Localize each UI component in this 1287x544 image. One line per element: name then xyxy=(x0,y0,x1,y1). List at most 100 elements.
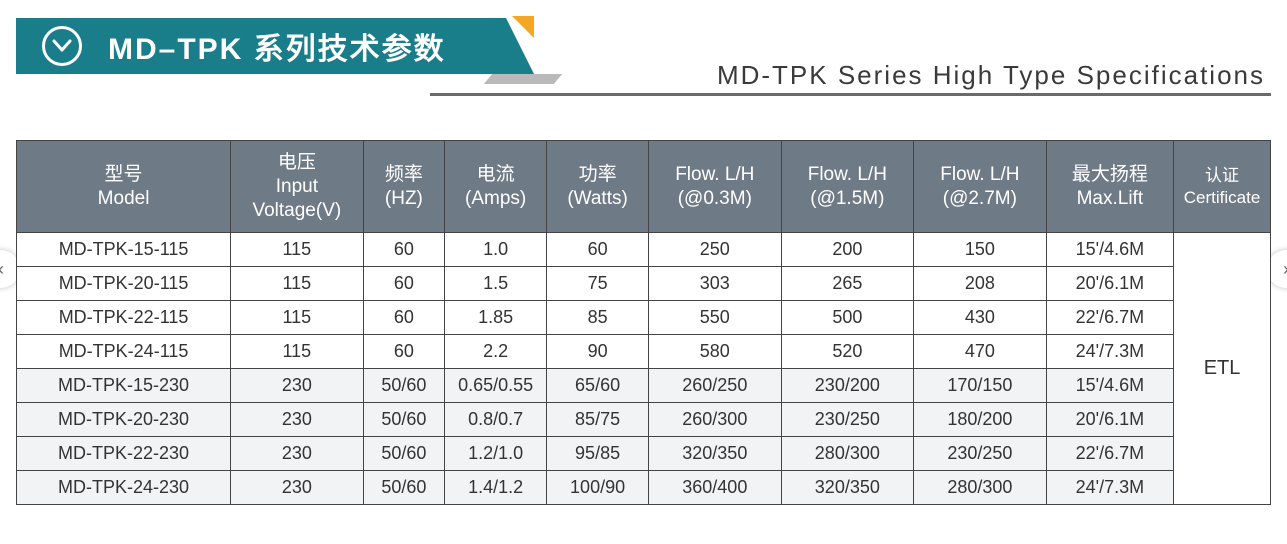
cell-f27: 208 xyxy=(914,267,1047,301)
chevron-right-icon: › xyxy=(1283,259,1287,280)
cell-voltage: 230 xyxy=(231,369,364,403)
col-header-cn: Flow. L/H xyxy=(786,163,910,187)
cell-amps: 1.0 xyxy=(445,233,547,267)
col-header-f15: Flow. L/H(@1.5M) xyxy=(781,141,914,233)
cell-model: MD-TPK-22-230 xyxy=(17,437,231,471)
cell-amps: 1.4/1.2 xyxy=(445,471,547,505)
col-header-model: 型号Model xyxy=(17,141,231,233)
col-header-en: (Watts) xyxy=(551,187,644,211)
chevron-down-circle-icon xyxy=(42,26,82,66)
cell-f03: 550 xyxy=(649,301,782,335)
col-header-lift: 最大扬程Max.Lift xyxy=(1046,141,1173,233)
table-row: MD-TPK-20-115115601.57530326520820'/6.1M xyxy=(17,267,1271,301)
cell-f27: 230/250 xyxy=(914,437,1047,471)
banner-subtitle-bar: MD-TPK Series High Type Specifications xyxy=(430,48,1271,96)
cell-model: MD-TPK-24-230 xyxy=(17,471,231,505)
cell-f27: 280/300 xyxy=(914,471,1047,505)
cell-f03: 320/350 xyxy=(649,437,782,471)
chevron-left-icon: ‹ xyxy=(0,259,4,280)
col-header-cert: 认证Certificate xyxy=(1174,141,1271,233)
cell-f15: 280/300 xyxy=(781,437,914,471)
cell-lift: 15'/4.6M xyxy=(1046,233,1173,267)
header-banner: MD–TPK 系列技术参数 MD-TPK Series High Type Sp… xyxy=(0,0,1287,96)
cell-amps: 0.65/0.55 xyxy=(445,369,547,403)
cell-model: MD-TPK-22-115 xyxy=(17,301,231,335)
cell-lift: 22'/6.7M xyxy=(1046,437,1173,471)
cell-f27: 180/200 xyxy=(914,403,1047,437)
accent-triangle xyxy=(512,16,534,38)
cell-amps: 0.8/0.7 xyxy=(445,403,547,437)
cell-hz: 60 xyxy=(363,335,445,369)
col-header-cn: 型号 xyxy=(21,163,226,187)
cell-f15: 500 xyxy=(781,301,914,335)
cell-lift: 22'/6.7M xyxy=(1046,301,1173,335)
col-header-cn: Flow. L/H xyxy=(918,163,1042,187)
cell-watts: 85 xyxy=(547,301,649,335)
col-header-en: Certificate xyxy=(1178,187,1266,208)
table-header: 型号Model电压Input Voltage(V)频率(HZ)电流(Amps)功… xyxy=(17,141,1271,233)
cell-lift: 20'/6.1M xyxy=(1046,403,1173,437)
table-row: MD-TPK-22-23023050/601.2/1.095/85320/350… xyxy=(17,437,1271,471)
cell-f03: 250 xyxy=(649,233,782,267)
cell-hz: 50/60 xyxy=(363,437,445,471)
cell-hz: 50/60 xyxy=(363,369,445,403)
table-row: MD-TPK-20-23023050/600.8/0.785/75260/300… xyxy=(17,403,1271,437)
col-header-en: (@0.3M) xyxy=(653,187,777,211)
col-header-amps: 电流(Amps) xyxy=(445,141,547,233)
cell-lift: 24'/7.3M xyxy=(1046,471,1173,505)
cell-hz: 60 xyxy=(363,301,445,335)
cell-f27: 470 xyxy=(914,335,1047,369)
cell-certificate: ETL xyxy=(1174,233,1271,505)
cell-lift: 20'/6.1M xyxy=(1046,267,1173,301)
col-header-cn: 认证 xyxy=(1178,165,1266,186)
cell-amps: 1.85 xyxy=(445,301,547,335)
cell-voltage: 230 xyxy=(231,471,364,505)
col-header-en: (Amps) xyxy=(449,187,542,211)
col-header-en: Input Voltage(V) xyxy=(235,175,359,223)
cell-watts: 90 xyxy=(547,335,649,369)
col-header-en: (@1.5M) xyxy=(786,187,910,211)
cell-f03: 260/300 xyxy=(649,403,782,437)
col-header-cn: 电压 xyxy=(235,151,359,175)
cell-voltage: 230 xyxy=(231,437,364,471)
col-header-cn: 电流 xyxy=(449,163,542,187)
cell-lift: 15'/4.6M xyxy=(1046,369,1173,403)
page-subtitle: MD-TPK Series High Type Specifications xyxy=(717,60,1271,91)
cell-voltage: 115 xyxy=(231,267,364,301)
table-row: MD-TPK-24-115115602.29058052047024'/7.3M xyxy=(17,335,1271,369)
col-header-en: (HZ) xyxy=(368,187,441,211)
cell-f15: 200 xyxy=(781,233,914,267)
cell-voltage: 230 xyxy=(231,403,364,437)
cell-watts: 85/75 xyxy=(547,403,649,437)
col-header-f03: Flow. L/H(@0.3M) xyxy=(649,141,782,233)
cell-model: MD-TPK-15-230 xyxy=(17,369,231,403)
cell-amps: 1.2/1.0 xyxy=(445,437,547,471)
spec-table: 型号Model电压Input Voltage(V)频率(HZ)电流(Amps)功… xyxy=(16,140,1271,505)
col-header-cn: 功率 xyxy=(551,163,644,187)
col-header-voltage: 电压Input Voltage(V) xyxy=(231,141,364,233)
cell-watts: 95/85 xyxy=(547,437,649,471)
cell-model: MD-TPK-20-115 xyxy=(17,267,231,301)
col-header-cn: 频率 xyxy=(368,163,441,187)
col-header-cn: 最大扬程 xyxy=(1051,163,1169,187)
cell-f27: 150 xyxy=(914,233,1047,267)
cell-hz: 60 xyxy=(363,267,445,301)
cell-f15: 230/200 xyxy=(781,369,914,403)
table-row: MD-TPK-15-23023050/600.65/0.5565/60260/2… xyxy=(17,369,1271,403)
cell-f03: 360/400 xyxy=(649,471,782,505)
col-header-watts: 功率(Watts) xyxy=(547,141,649,233)
table-row: MD-TPK-22-115115601.858555050043022'/6.7… xyxy=(17,301,1271,335)
table-body: MD-TPK-15-115115601.06025020015015'/4.6M… xyxy=(17,233,1271,505)
table-row: MD-TPK-15-115115601.06025020015015'/4.6M… xyxy=(17,233,1271,267)
col-header-f27: Flow. L/H(@2.7M) xyxy=(914,141,1047,233)
cell-voltage: 115 xyxy=(231,233,364,267)
cell-f03: 260/250 xyxy=(649,369,782,403)
col-header-hz: 频率(HZ) xyxy=(363,141,445,233)
cell-model: MD-TPK-24-115 xyxy=(17,335,231,369)
cell-watts: 75 xyxy=(547,267,649,301)
cell-lift: 24'/7.3M xyxy=(1046,335,1173,369)
col-header-en: Max.Lift xyxy=(1051,187,1169,211)
cell-f15: 265 xyxy=(781,267,914,301)
cell-hz: 50/60 xyxy=(363,403,445,437)
cell-f03: 580 xyxy=(649,335,782,369)
